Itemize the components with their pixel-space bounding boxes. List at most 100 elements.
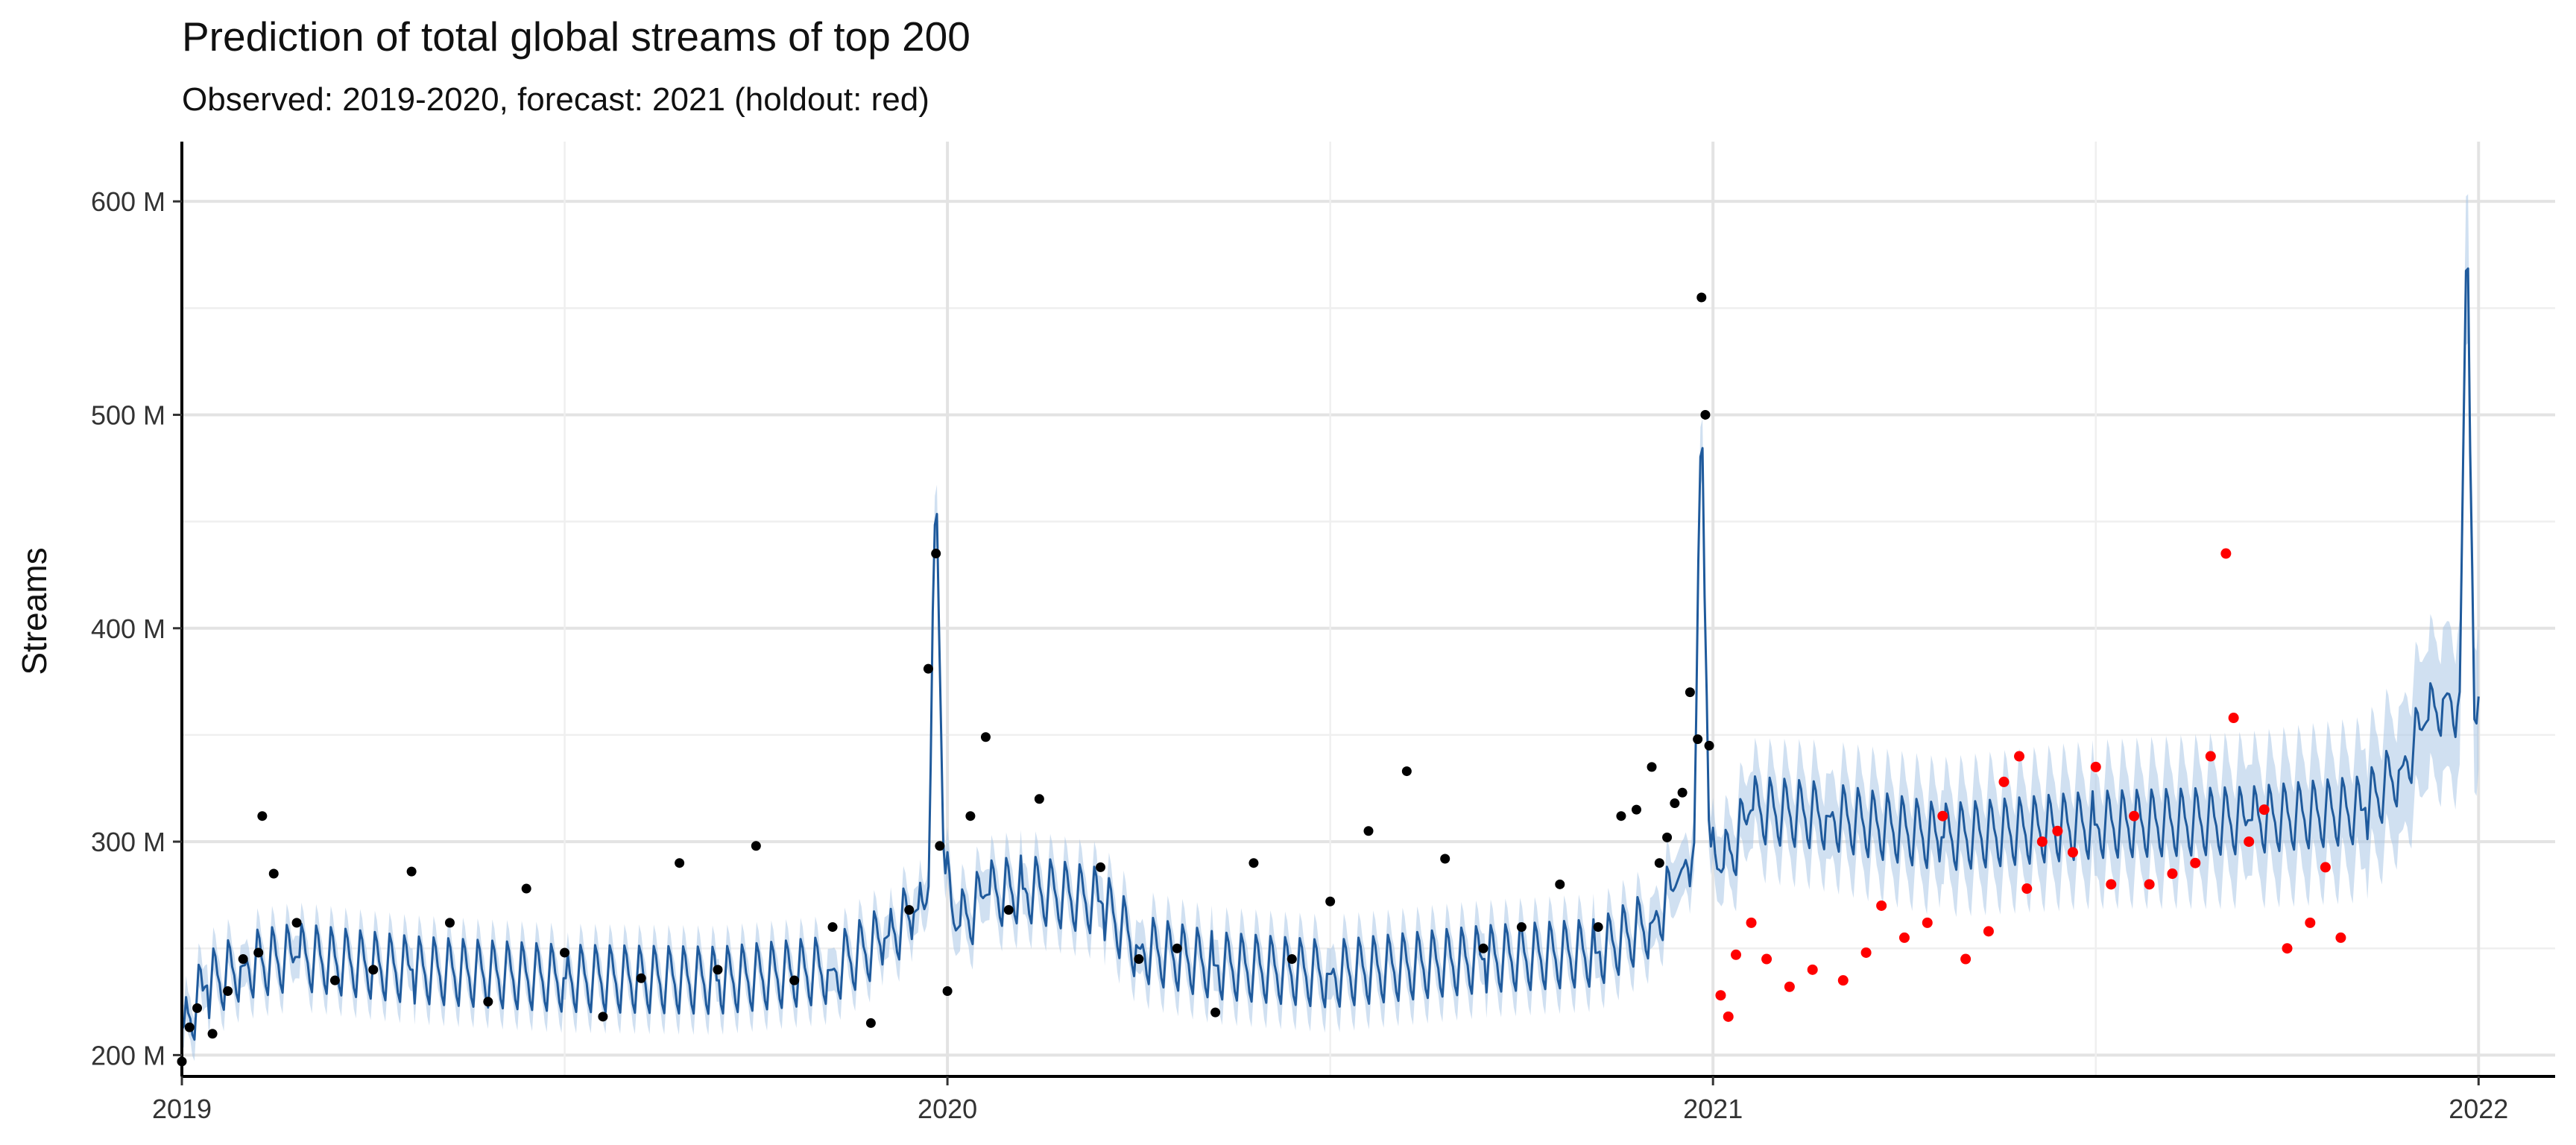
observed-point-14 bbox=[483, 997, 493, 1007]
observed-point-32 bbox=[1003, 905, 1014, 915]
observed-point-28 bbox=[935, 841, 945, 851]
observed-point-37 bbox=[1210, 1007, 1221, 1018]
forecast-interval-band bbox=[182, 194, 2479, 1062]
forecast-series-line bbox=[180, 267, 2480, 1041]
holdout-point-32 bbox=[2282, 943, 2293, 954]
x-tick-label-3: 2022 bbox=[2449, 1094, 2508, 1124]
holdout-point-28 bbox=[2220, 548, 2232, 559]
holdout-point-20 bbox=[2067, 847, 2078, 858]
holdout-point-15 bbox=[1998, 776, 2010, 787]
holdout-point-9 bbox=[1876, 900, 1887, 911]
holdout-point-23 bbox=[2129, 810, 2140, 821]
observed-point-6 bbox=[253, 947, 264, 958]
observed-point-29 bbox=[942, 985, 953, 996]
y-tick-label-1: 300 M bbox=[91, 827, 165, 857]
observed-point-46 bbox=[1555, 879, 1565, 889]
x-tick-label-1: 2020 bbox=[918, 1094, 977, 1124]
observed-point-59 bbox=[1704, 740, 1714, 751]
y-tick-labels: 200 M 300 M 400 M 500 M 600 M bbox=[91, 186, 182, 1070]
x-tick-label-2: 2021 bbox=[1683, 1094, 1743, 1124]
observed-point-33 bbox=[1034, 794, 1044, 804]
observed-point-4 bbox=[223, 985, 233, 996]
holdout-point-19 bbox=[2052, 825, 2063, 836]
y-axis-label: Streams bbox=[15, 547, 54, 675]
observed-point-3 bbox=[207, 1029, 218, 1039]
holdout-point-21 bbox=[2090, 761, 2101, 772]
holdout-point-34 bbox=[2320, 862, 2331, 873]
observed-point-26 bbox=[923, 663, 933, 674]
holdout-point-1 bbox=[1723, 1011, 1734, 1022]
observed-point-9 bbox=[291, 918, 302, 928]
holdout-point-22 bbox=[2106, 879, 2117, 890]
holdout-point-16 bbox=[2014, 751, 2025, 762]
holdout-point-7 bbox=[1837, 975, 1849, 986]
holdout-point-17 bbox=[2021, 883, 2033, 895]
holdout-point-10 bbox=[1898, 932, 1910, 943]
holdout-point-33 bbox=[2305, 917, 2316, 928]
observed-point-56 bbox=[1693, 734, 1703, 745]
observed-point-35 bbox=[1134, 954, 1144, 965]
y-tick-label-4: 600 M bbox=[91, 186, 165, 217]
forecast-interval-area bbox=[182, 194, 2479, 1062]
holdout-point-31 bbox=[2258, 804, 2270, 816]
holdout-point-8 bbox=[1860, 947, 1872, 958]
observed-point-34 bbox=[1096, 862, 1106, 872]
holdout-point-3 bbox=[1746, 917, 1757, 928]
observed-point-13 bbox=[444, 918, 455, 928]
observed-point-55 bbox=[1685, 687, 1695, 698]
observed-point-16 bbox=[560, 947, 570, 958]
holdout-point-24 bbox=[2144, 879, 2155, 890]
holdout-point-14 bbox=[1983, 926, 1994, 937]
forecast-line bbox=[180, 267, 2480, 1041]
x-tick-labels: 2019 2020 2021 2022 bbox=[152, 1076, 2508, 1124]
holdout-point-13 bbox=[1960, 953, 1972, 965]
holdout-point-0 bbox=[1715, 990, 1726, 1001]
observed-point-31 bbox=[980, 732, 991, 742]
observed-point-2 bbox=[192, 1003, 203, 1013]
holdout-point-2 bbox=[1731, 949, 1742, 960]
observed-point-20 bbox=[713, 965, 723, 975]
observed-point-51 bbox=[1654, 858, 1664, 868]
holdout-point-30 bbox=[2244, 836, 2255, 848]
observed-point-19 bbox=[675, 858, 685, 868]
observed-point-48 bbox=[1616, 811, 1626, 821]
holdout-point-26 bbox=[2190, 857, 2201, 868]
observed-point-49 bbox=[1631, 804, 1641, 815]
observed-point-7 bbox=[257, 811, 268, 821]
observed-point-10 bbox=[329, 975, 340, 985]
holdout-point-27 bbox=[2205, 751, 2216, 762]
observed-point-22 bbox=[789, 975, 800, 985]
x-tick-label-0: 2019 bbox=[152, 1094, 212, 1124]
observed-point-50 bbox=[1647, 762, 1657, 772]
observed-point-8 bbox=[268, 868, 279, 879]
holdout-point-18 bbox=[2036, 836, 2048, 848]
observed-point-54 bbox=[1677, 787, 1688, 798]
holdout-point-5 bbox=[1784, 981, 1795, 992]
observed-point-40 bbox=[1325, 896, 1336, 906]
holdout-point-35 bbox=[2335, 932, 2346, 943]
observed-point-23 bbox=[827, 922, 838, 933]
observed-point-52 bbox=[1662, 832, 1673, 842]
observed-point-58 bbox=[1700, 409, 1711, 420]
observed-point-18 bbox=[636, 973, 646, 983]
grid-lines bbox=[180, 142, 2555, 1076]
observed-point-27 bbox=[931, 549, 941, 559]
observed-point-25 bbox=[904, 905, 915, 915]
observed-point-41 bbox=[1363, 826, 1374, 836]
observed-point-15 bbox=[521, 883, 531, 894]
holdout-point-6 bbox=[1807, 964, 1818, 975]
observed-point-53 bbox=[1670, 798, 1680, 809]
y-tick-label-2: 400 M bbox=[91, 613, 165, 644]
observed-point-5 bbox=[238, 954, 248, 965]
observed-point-24 bbox=[865, 1018, 876, 1028]
observed-point-39 bbox=[1287, 954, 1297, 965]
observed-point-47 bbox=[1593, 922, 1603, 933]
holdout-point-11 bbox=[1922, 917, 1933, 928]
observed-point-43 bbox=[1440, 854, 1450, 864]
observed-point-44 bbox=[1478, 943, 1489, 953]
observed-point-30 bbox=[965, 811, 976, 821]
observed-point-42 bbox=[1401, 766, 1412, 777]
observed-point-57 bbox=[1696, 292, 1707, 303]
observed-point-21 bbox=[751, 841, 761, 851]
